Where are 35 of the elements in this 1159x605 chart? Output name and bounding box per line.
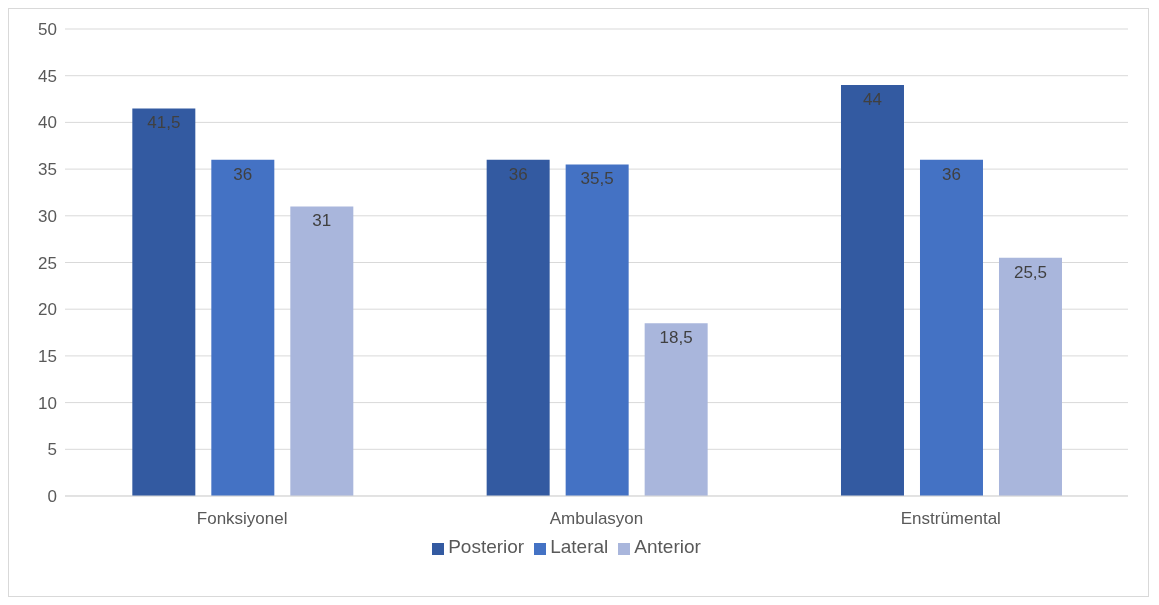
bar [998, 257, 1062, 496]
data-label: 36 [233, 164, 253, 184]
data-label: 18,5 [659, 328, 693, 348]
y-tick-label: 0 [47, 487, 57, 507]
legend-label: Lateral [550, 536, 609, 557]
y-tick-label: 35 [38, 160, 57, 180]
data-label: 36 [508, 164, 528, 184]
y-tick-label: 45 [38, 66, 57, 86]
data-label: 41,5 [147, 113, 181, 133]
data-label: 44 [863, 90, 882, 110]
x-tick-label: Ambulasyon [549, 509, 644, 529]
y-tick-label: 40 [38, 113, 57, 133]
x-tick-label: Enstrümental [900, 509, 1001, 529]
bar [290, 206, 354, 496]
bar [919, 159, 983, 496]
y-tick-label: 50 [38, 20, 57, 40]
y-tick-label: 15 [38, 346, 57, 366]
legend-label: Anterior [634, 536, 701, 557]
y-tick-label: 25 [38, 253, 57, 273]
y-tick-label: 10 [38, 393, 57, 413]
y-tick-label: 20 [38, 300, 57, 320]
data-label: 36 [942, 164, 961, 184]
bar [565, 164, 629, 496]
data-label: 35,5 [580, 169, 614, 189]
data-label: 31 [312, 211, 332, 231]
data-label: 25,5 [1013, 262, 1048, 282]
x-tick-label: Fonksiyonel [196, 509, 288, 529]
bar [132, 108, 196, 496]
bar [211, 159, 275, 496]
y-tick-label: 5 [47, 440, 57, 460]
bar [644, 323, 708, 496]
legend-label: Posterior [448, 536, 525, 557]
bar [486, 159, 550, 496]
y-tick-label: 30 [38, 206, 57, 226]
bar [840, 85, 904, 496]
